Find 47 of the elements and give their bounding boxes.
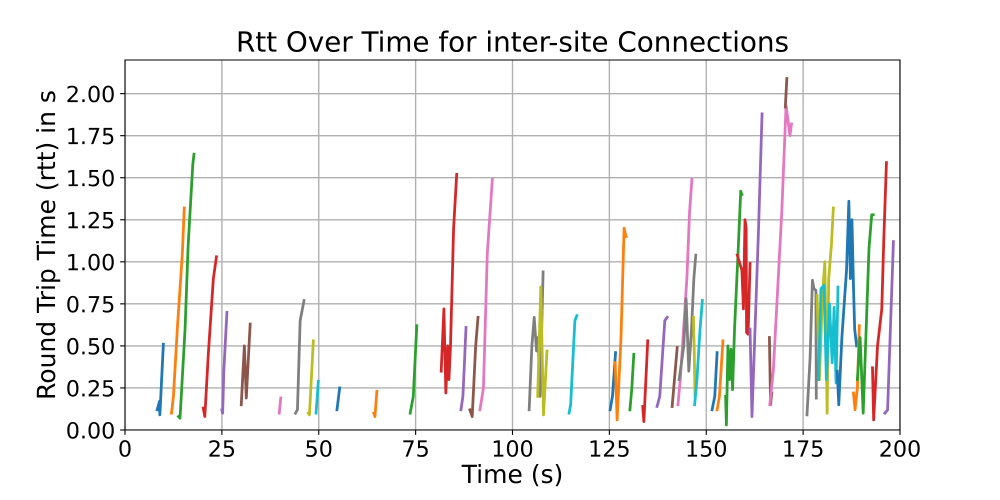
- x-axis-title: Time (s): [462, 464, 562, 486]
- x-tick-label: 0: [119, 440, 131, 457]
- y-tick-label: 0.00: [67, 422, 114, 439]
- y-tick-label: 1.25: [68, 212, 114, 229]
- line-series: [240, 322, 252, 406]
- x-tick-label: 25: [209, 440, 234, 457]
- line-series: [536, 286, 548, 416]
- line-series: [156, 342, 165, 416]
- line-series: [656, 316, 669, 408]
- line-series: [202, 255, 218, 418]
- line-series: [871, 161, 888, 422]
- line-series: [440, 172, 458, 394]
- y-tick-label: 1.75: [68, 128, 114, 144]
- chart-title: Rtt Over Time for inter-site Connections: [238, 30, 788, 52]
- y-tick-label: 0.50: [67, 338, 114, 355]
- line-series: [170, 206, 186, 415]
- line-series: [294, 299, 306, 415]
- y-axis-title: Round Trip Time (rtt) in s: [36, 91, 60, 398]
- x-tick-label: 100: [494, 440, 532, 457]
- line-series: [748, 112, 764, 418]
- y-tick-label: 2.00: [67, 86, 114, 102]
- line-series: [220, 310, 228, 415]
- x-tick-label: 75: [403, 440, 428, 457]
- x-tick-label: 125: [590, 440, 629, 457]
- y-tick-label: 1.00: [68, 254, 114, 271]
- x-tick-label: 50: [306, 440, 332, 457]
- line-series: [836, 200, 858, 406]
- y-tick-label: 0.25: [67, 380, 114, 397]
- line-series: [177, 152, 196, 420]
- line-series: [614, 226, 628, 422]
- y-tick-label: 0.75: [67, 296, 114, 313]
- line-series: [468, 316, 480, 418]
- line-series: [568, 314, 578, 415]
- line-series: [768, 104, 793, 406]
- line-series: [817, 284, 840, 384]
- y-tick-label: 1.50: [68, 170, 114, 186]
- line-series: [806, 278, 818, 416]
- line-series: [856, 213, 875, 415]
- x-tick-label: 150: [687, 440, 726, 457]
- x-tick-label: 200: [880, 440, 920, 457]
- x-tick-label: 175: [784, 440, 822, 457]
- line-series: [678, 254, 698, 381]
- line-series: [478, 178, 494, 412]
- line-series: [693, 299, 704, 406]
- line-series: [736, 218, 752, 336]
- line-series: [460, 326, 468, 412]
- line-series: [724, 190, 744, 426]
